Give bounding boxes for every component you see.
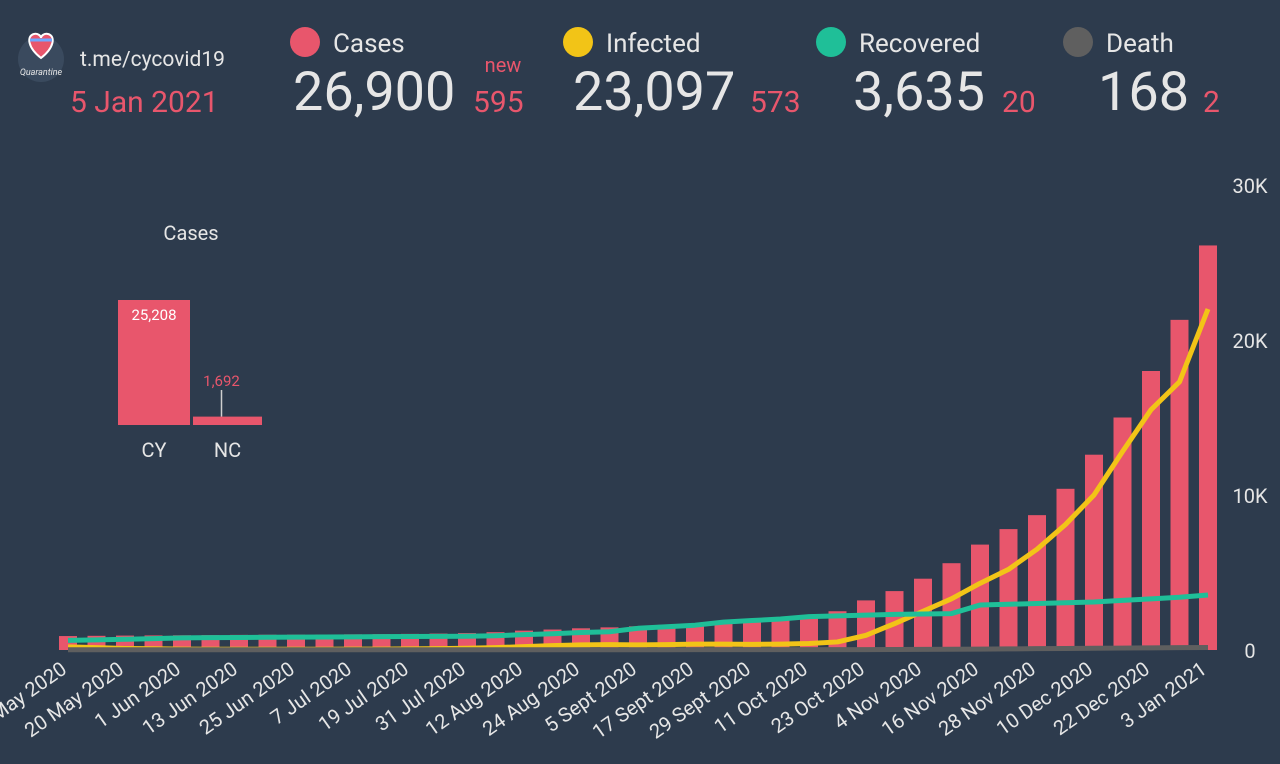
legend-dot [816, 27, 846, 57]
inset-bar [193, 416, 262, 425]
stat-total: 26,900 [293, 61, 455, 124]
bar [999, 529, 1018, 650]
bar [1170, 319, 1189, 650]
source: t.me/cycovid19 [80, 48, 225, 72]
legend-dot [563, 27, 593, 57]
stat-new: 595 [473, 85, 524, 120]
date: 5 Jan 2021 [70, 85, 219, 120]
stat-new: 573 [750, 85, 801, 120]
svg-text:Quarantine: Quarantine [20, 68, 63, 78]
bar [1056, 488, 1075, 650]
y-tick-label: 30K [1232, 174, 1267, 198]
bar [942, 563, 961, 650]
bar [1199, 245, 1217, 650]
inset-chart: Cases CY 25,208 NC 1,692 [118, 221, 262, 462]
stat-new: 20 [1002, 85, 1036, 120]
legend-label: Recovered [859, 29, 980, 59]
y-tick-label: 20K [1232, 329, 1267, 353]
bar [885, 591, 904, 650]
logo: Quarantine [18, 32, 64, 82]
y-tick-label: 10K [1232, 484, 1267, 508]
bar [1113, 417, 1132, 650]
inset-value-label: 1,692 [203, 372, 240, 390]
bar [1028, 515, 1046, 650]
bar [1142, 371, 1160, 650]
inset-value-label: 25,208 [131, 306, 176, 324]
inset-bar [118, 300, 190, 425]
bar [971, 544, 989, 650]
inset-category: CY [141, 438, 166, 462]
legend-label: Death [1106, 29, 1174, 59]
line [67, 644, 1209, 653]
stat-total: 168 [1098, 61, 1189, 124]
legend-dot [290, 27, 320, 57]
inset-category: NC [214, 438, 241, 462]
legend-label: Cases [333, 29, 405, 59]
legend-label: Infected [606, 29, 701, 59]
y-tick-label: 0 [1244, 639, 1255, 663]
stat-total: 3,635 [853, 61, 985, 124]
stat-new: 2 [1203, 85, 1220, 120]
legend-dot [1063, 27, 1093, 57]
stat-total: 23,097 [573, 61, 735, 124]
inset-title: Cases [163, 221, 218, 245]
line [67, 592, 1209, 643]
new-label: new [485, 53, 522, 77]
bar [857, 600, 875, 650]
